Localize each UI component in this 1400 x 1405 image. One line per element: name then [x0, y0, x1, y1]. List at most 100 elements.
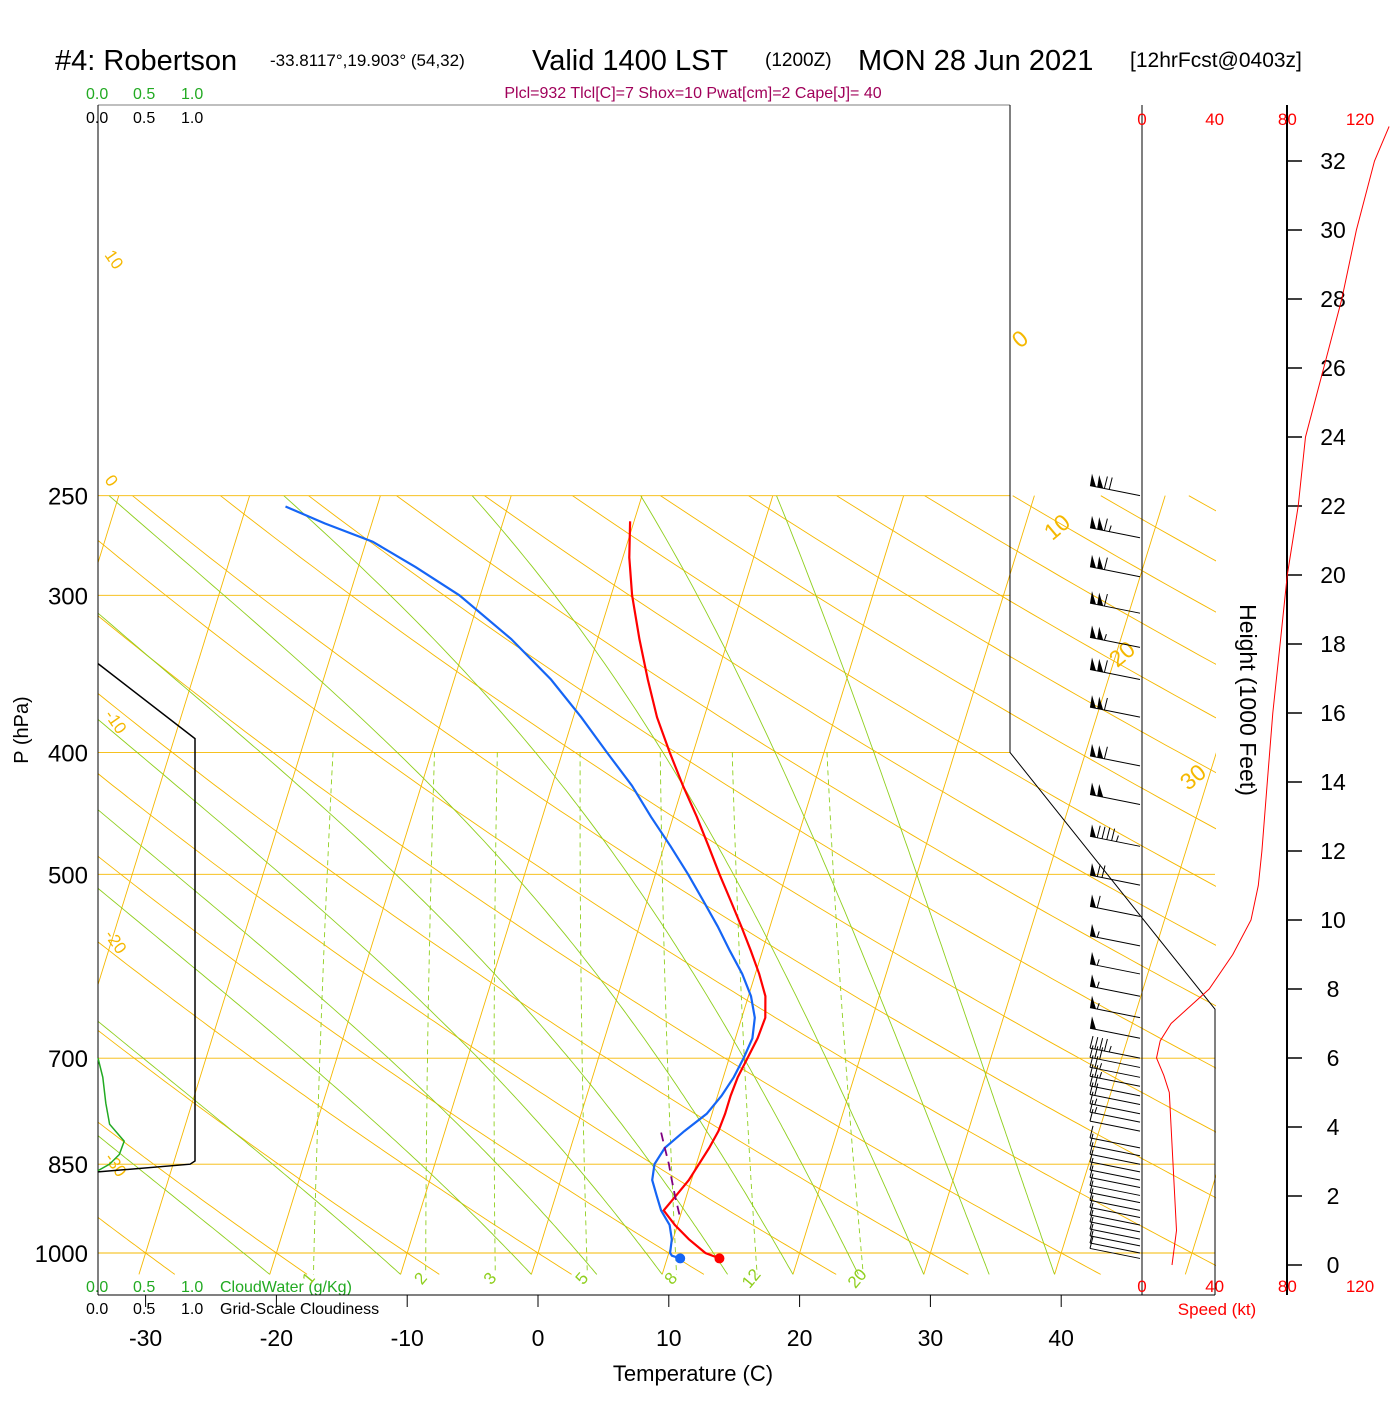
moist-adiabat [0, 496, 662, 1275]
height-axis-label: Height (1000 Feet) [1235, 604, 1261, 796]
mixing-ratio-label: 8 [661, 1269, 682, 1288]
wind-barb [1090, 474, 1140, 496]
background-lines [0, 496, 1400, 1275]
wind-barb-staff [1090, 1138, 1140, 1148]
wind-barb-half [1116, 836, 1118, 842]
wind-barb [1090, 824, 1140, 846]
height-tick-label: 4 [1327, 1114, 1340, 1140]
cloudiness-scale-bottom-0: 0.0 [86, 1301, 108, 1318]
speed-tick-bottom: 40 [1205, 1277, 1224, 1296]
wind-barb-pennant [1090, 952, 1096, 965]
speed-tick-top: 40 [1205, 110, 1224, 129]
mixing-ratio-label: 12 [738, 1265, 765, 1292]
cloud-profiles [98, 664, 195, 1172]
wind-barb-full [1104, 1039, 1107, 1051]
sounding-profiles [286, 507, 766, 1264]
wind-barb-full [1104, 747, 1107, 759]
wind-barb-staff [1090, 1112, 1140, 1122]
wind-barb-staff [1090, 1154, 1140, 1164]
speed-axis-label: Speed (kt) [1178, 1300, 1256, 1319]
wind-barb [1090, 516, 1140, 538]
x-tick-label: 0 [532, 1325, 545, 1351]
wind-barb-pennant [1090, 974, 1096, 987]
wind-barb-pennant [1090, 894, 1096, 907]
height-tick-label: 24 [1320, 424, 1346, 450]
wind-barb-half [1109, 1046, 1111, 1052]
mixing-ratio-line [494, 752, 497, 1274]
isotherm-label: -30 [101, 1149, 131, 1180]
dry-adiabat [925, 496, 1400, 1275]
wind-barb-pennant [1097, 784, 1103, 797]
wind-barb-pennant [1090, 782, 1096, 795]
dry-adiabat [1013, 496, 1400, 1275]
pressure-tick-label: 300 [48, 583, 88, 610]
wind-barb [1090, 1016, 1140, 1038]
wind-barb [1090, 1165, 1140, 1187]
wind-barb-pennant [1090, 924, 1096, 937]
x-axis-label: Temperature (C) [613, 1361, 773, 1386]
wind-barb-staff [1090, 1146, 1140, 1156]
cloudwater-scale-bottom-2: 1.0 [181, 1279, 203, 1296]
wind-barb-pennant [1097, 593, 1103, 606]
wind-barb-staff [1090, 1028, 1140, 1038]
speed-profile-line [1157, 127, 1390, 1266]
valid-time: Valid 1400 LST [532, 45, 728, 77]
wind-barb [1090, 782, 1140, 804]
x-tick-label: -10 [391, 1325, 424, 1351]
wind-barb-full [1104, 477, 1107, 489]
cloudwater-scale-top-2: 1.0 [181, 86, 203, 103]
wind-barb-full [1097, 896, 1100, 908]
wind-barb-full [1112, 829, 1115, 841]
station-title: #4: Robertson [55, 45, 237, 77]
pressure-tick-label: 500 [48, 862, 88, 889]
height-tick-label: 18 [1320, 631, 1346, 657]
cloudwater-label: CloudWater (g/Kg) [220, 1279, 352, 1296]
wind-barb-pennant [1097, 627, 1103, 640]
height-tick-label: 2 [1327, 1183, 1340, 1209]
cloudwater-scale-top-1: 0.5 [133, 86, 155, 103]
forecast-date: MON 28 Jun 2021 [858, 45, 1093, 77]
height-tick-label: 6 [1327, 1045, 1340, 1071]
cloudiness-label: Grid-Scale Cloudiness [220, 1301, 379, 1318]
wind-barb-half [1097, 982, 1099, 988]
pressure-tick-label: 400 [48, 740, 88, 767]
x-tick-label: 30 [918, 1325, 944, 1351]
height-tick-label: 30 [1320, 217, 1346, 243]
wind-barb-half [1109, 526, 1111, 532]
wind-barb-full [1104, 594, 1107, 606]
dewpoint-profile [286, 507, 755, 1259]
dry-adiabat [1365, 496, 1400, 1275]
wind-barb [1090, 1158, 1140, 1180]
isotherm-line [270, 496, 511, 1275]
isotherm-line [662, 496, 903, 1275]
wind-barb [1090, 1173, 1140, 1195]
pressure-tick-label: 850 [48, 1152, 88, 1179]
x-tick-label: -20 [260, 1325, 293, 1351]
wind-barb-full [1102, 827, 1105, 839]
isotherm-label: -10 [101, 706, 131, 737]
wind-barb-pennant [1090, 863, 1096, 876]
station-coords: -33.8117°,19.903° (54,32) [270, 51, 465, 70]
wind-barb-pennant [1090, 474, 1096, 487]
height-tick-label: 22 [1320, 493, 1346, 519]
wind-barb-half [1100, 1072, 1102, 1078]
wind-barb-half [1097, 931, 1099, 937]
wind-barb-pennant [1097, 475, 1103, 488]
wind-barb-pennant [1090, 625, 1096, 638]
isotherm-label: 10 [101, 246, 127, 272]
mixing-ratio-label: 3 [480, 1269, 501, 1288]
mixing-ratio-line [580, 752, 587, 1274]
surface-temperature-dot [714, 1253, 724, 1263]
wind-barb-half [1095, 1099, 1097, 1105]
x-tick-label: 10 [656, 1325, 682, 1351]
height-tick-label: 14 [1320, 769, 1346, 795]
isotherm-label: -20 [101, 926, 131, 957]
wind-barb [1090, 744, 1140, 766]
height-tick-label: 16 [1320, 700, 1346, 726]
wind-barb-full [1109, 478, 1112, 490]
dry-adiabat [0, 496, 307, 1275]
wind-barb-staff [1090, 1104, 1140, 1114]
